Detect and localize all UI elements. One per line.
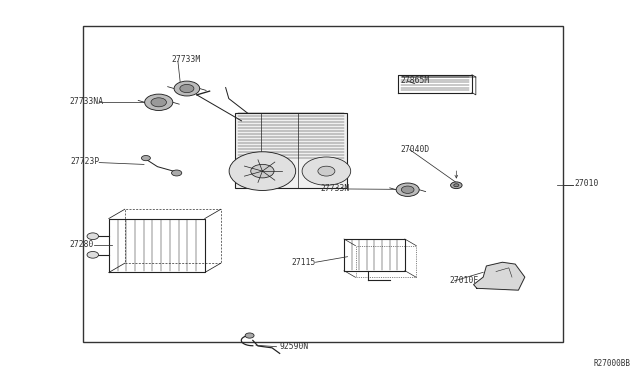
Text: R27000BB: R27000BB [593,359,630,368]
Text: 27865M: 27865M [400,76,429,85]
Text: 27280: 27280 [69,240,93,249]
Bar [83,26,563,342]
Text: 92590N: 92590N [279,342,308,351]
Text: 27733M: 27733M [172,55,201,64]
FancyBboxPatch shape [236,113,347,188]
Text: 27010: 27010 [575,179,599,188]
Circle shape [229,152,296,190]
Circle shape [302,157,351,185]
Circle shape [172,170,182,176]
Circle shape [401,186,414,193]
Text: 27723P: 27723P [70,157,100,166]
Circle shape [318,166,335,176]
Text: 27115: 27115 [292,258,316,267]
Circle shape [141,155,150,161]
Circle shape [87,233,99,240]
Circle shape [245,333,254,338]
Circle shape [180,84,194,93]
Circle shape [87,251,99,258]
Circle shape [251,164,274,178]
Circle shape [396,183,419,196]
Text: 27733NA: 27733NA [69,97,103,106]
Text: 27010F: 27010F [449,276,479,285]
Text: 27733N: 27733N [320,184,349,193]
Circle shape [174,81,200,96]
Polygon shape [474,262,525,290]
Circle shape [451,182,462,189]
Circle shape [454,184,459,187]
Circle shape [151,98,166,107]
Text: 27040D: 27040D [400,145,429,154]
Circle shape [145,94,173,110]
